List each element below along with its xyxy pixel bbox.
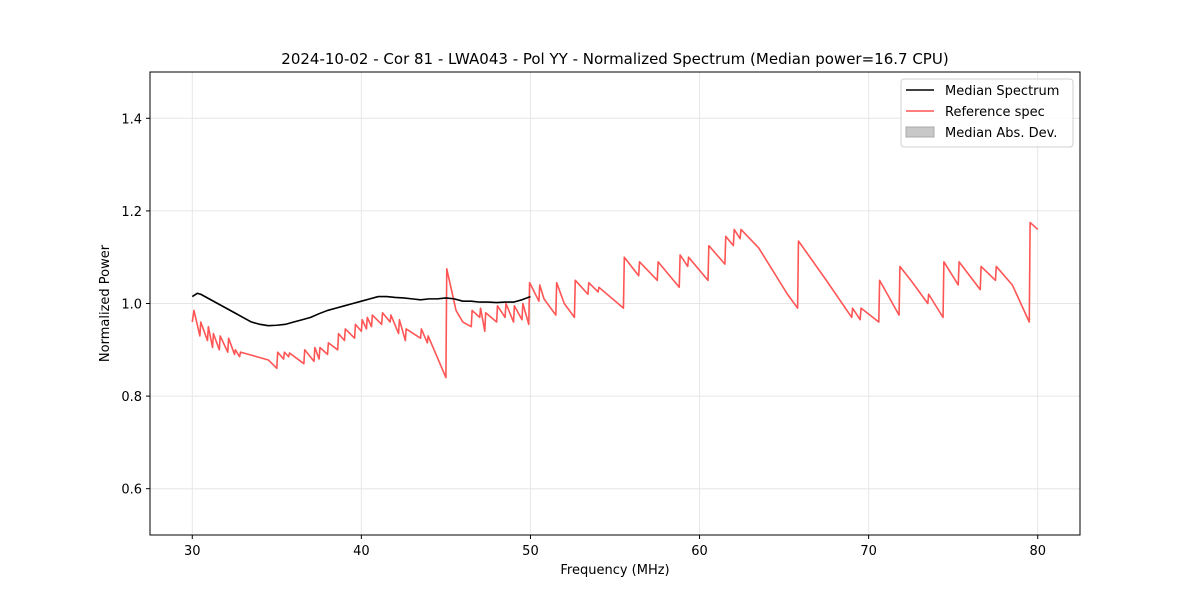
y-axis: 0.6 0.8 1.0 1.2 1.4 (121, 112, 150, 498)
x-axis: 30 40 50 60 70 80 (184, 535, 1046, 559)
series-median-spectrum (191, 292, 531, 327)
legend-label-reference-spec: Reference spec (945, 105, 1045, 120)
y-axis-label: Normalized Power (98, 244, 113, 362)
plot-area (191, 221, 1039, 379)
y-tick-label: 1.4 (121, 112, 142, 127)
x-tick-label: 30 (184, 544, 201, 559)
x-tick-label: 60 (691, 544, 708, 559)
y-tick-label: 0.6 (121, 483, 142, 498)
y-tick-label: 1.2 (121, 205, 142, 220)
y-tick-label: 0.8 (121, 390, 142, 405)
x-tick-label: 70 (860, 544, 877, 559)
x-tick-label: 80 (1029, 544, 1046, 559)
series-line-median-spectrum (191, 292, 531, 327)
legend-swatch-median-abs-dev (905, 126, 935, 138)
legend-label-median-abs-dev: Median Abs. Dev. (945, 126, 1057, 141)
legend-label-median-spectrum: Median Spectrum (945, 84, 1059, 99)
x-tick-label: 50 (522, 544, 539, 559)
x-axis-label: Frequency (MHz) (560, 563, 669, 578)
x-tick-label: 40 (353, 544, 370, 559)
legend-box (900, 78, 1074, 148)
y-tick-label: 1.0 (121, 298, 142, 313)
series-reference-spec (191, 221, 1039, 379)
series-line-reference-spec (191, 221, 1039, 379)
chart-title: 2024-10-02 - Cor 81 - LWA043 - Pol YY - … (281, 50, 948, 68)
legend: Median Spectrum Reference spec Median Ab… (900, 78, 1074, 148)
